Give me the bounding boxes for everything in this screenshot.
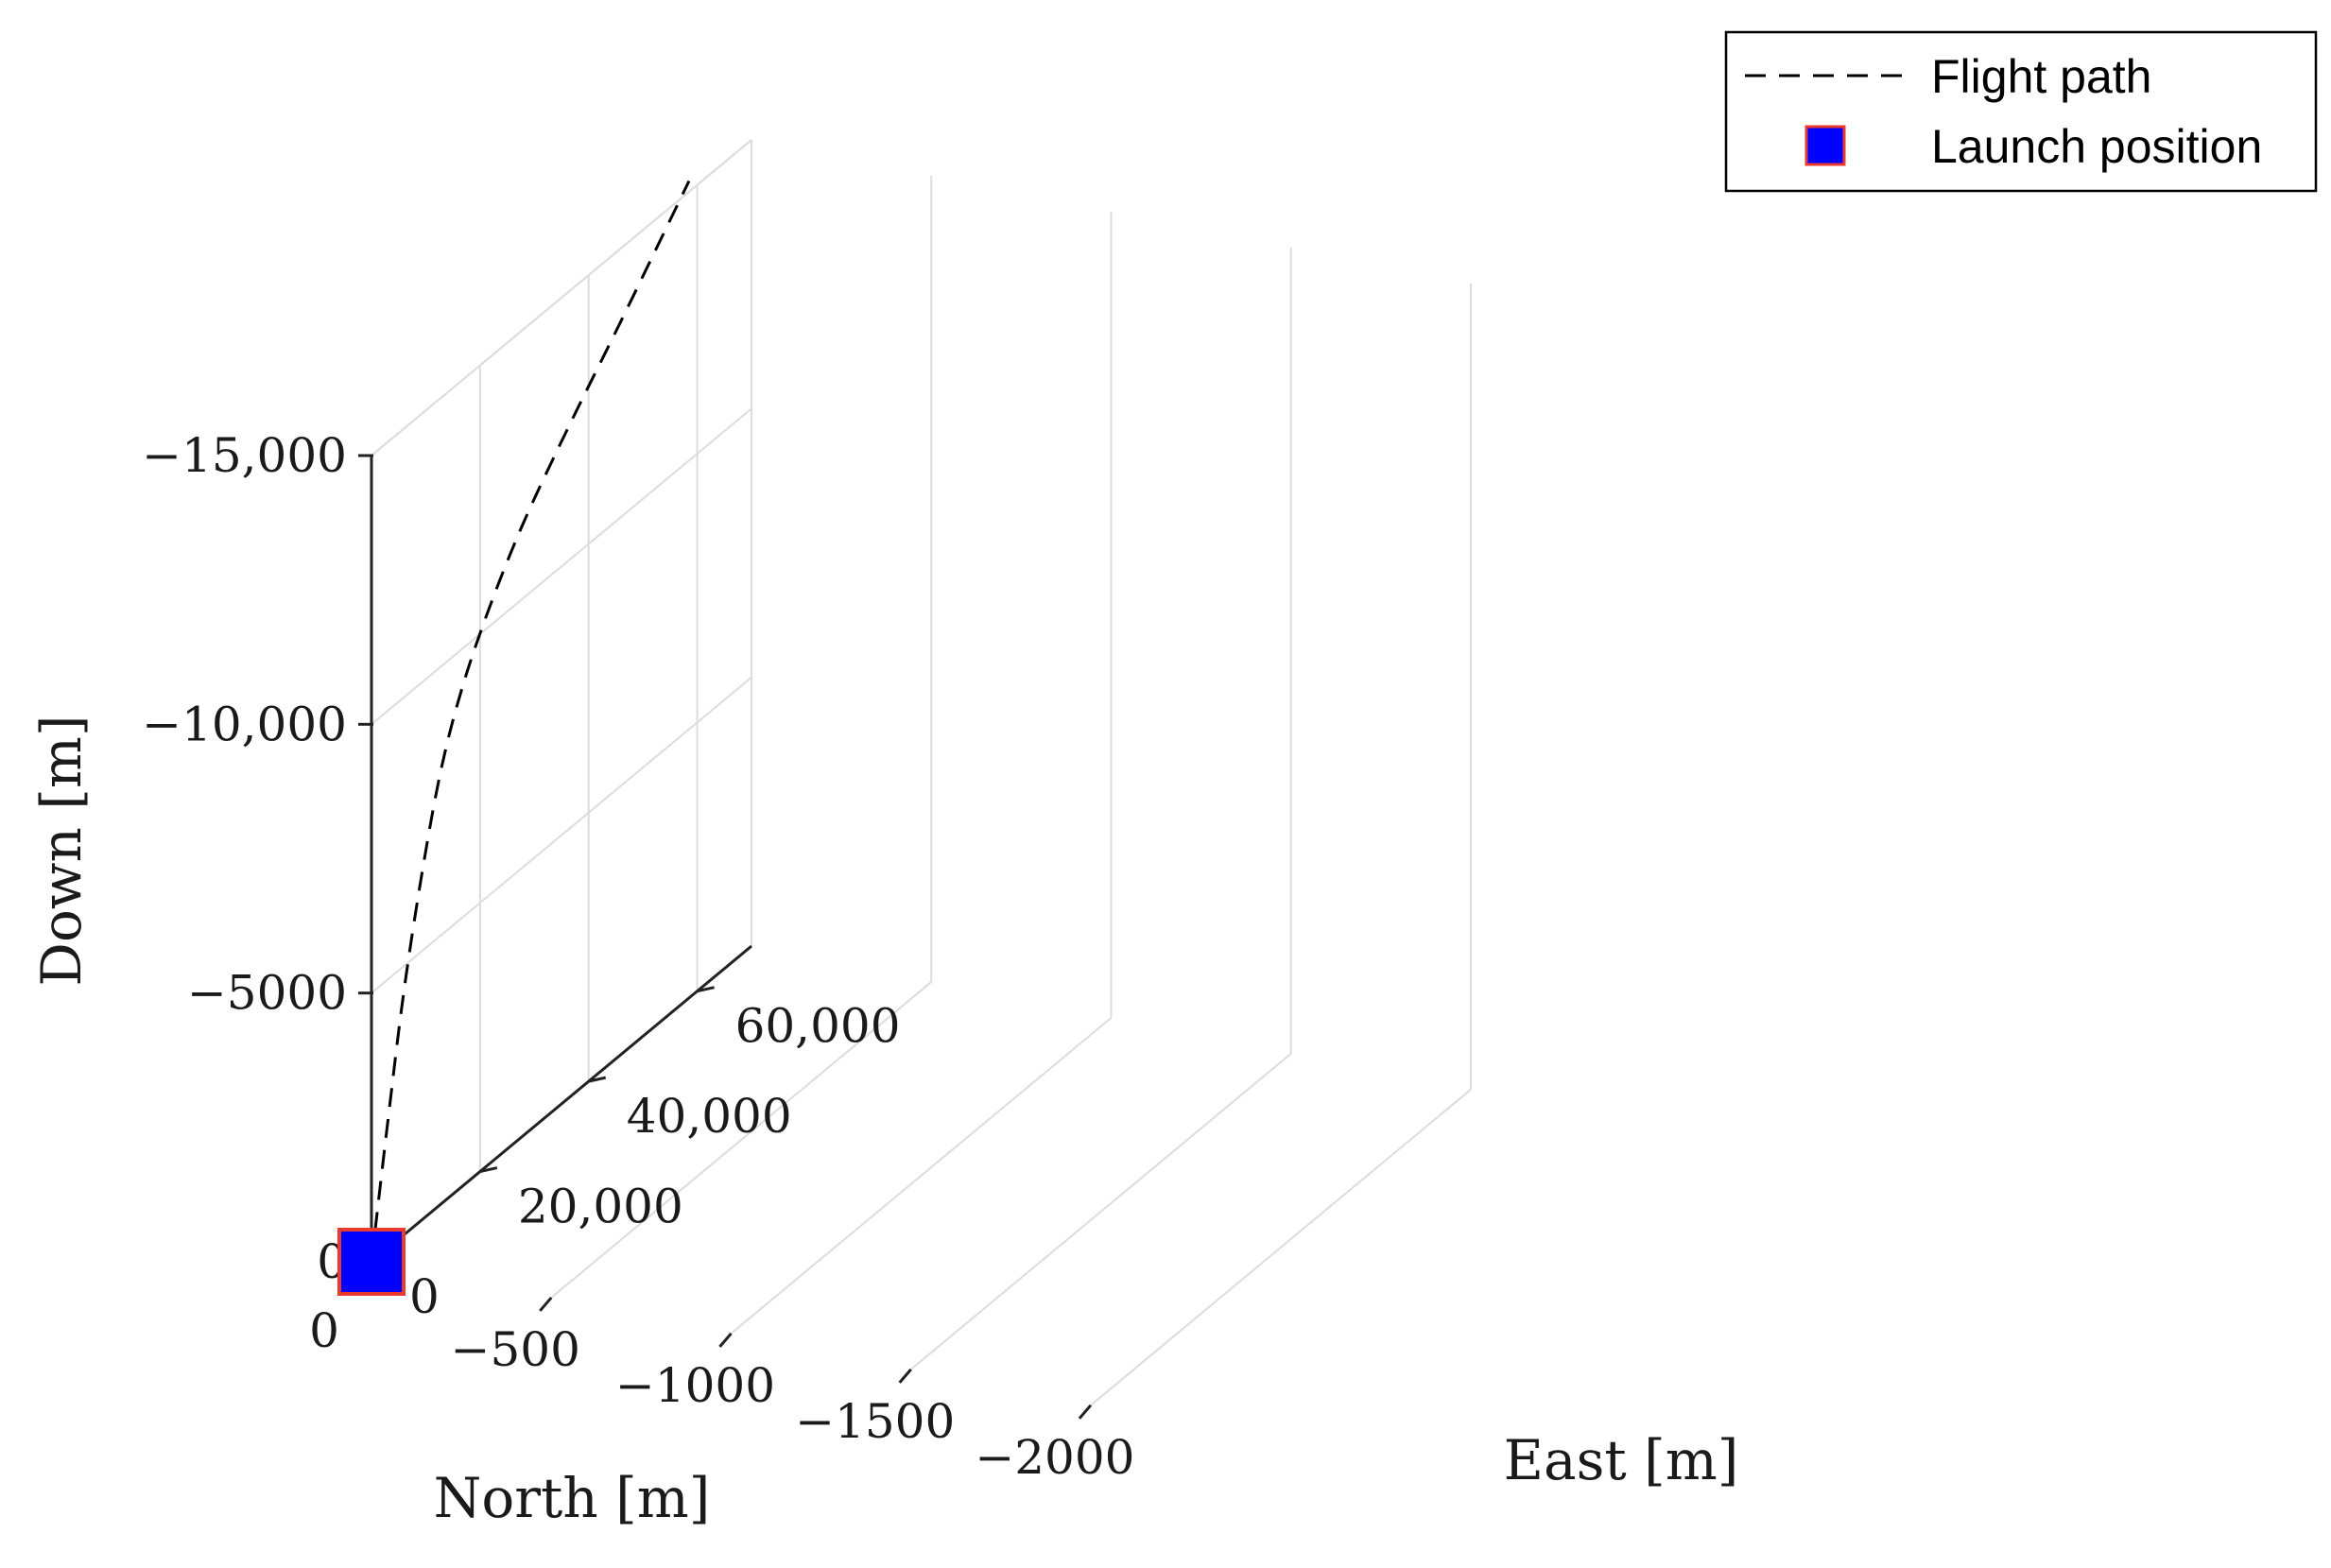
series-layer bbox=[337, 180, 691, 1296]
north-wall-gridline-down-2 bbox=[371, 407, 752, 726]
north-tick-3 bbox=[898, 1368, 912, 1384]
floor-gridline-north-2 bbox=[730, 1017, 1113, 1335]
north-wall-gridline-down-1 bbox=[371, 676, 752, 994]
floor-gridline-north-1 bbox=[550, 981, 932, 1299]
east-tick-label-2: 40,000 bbox=[627, 1089, 792, 1144]
east-tick-label-0: 0 bbox=[409, 1269, 440, 1324]
north-tick-label-1: −500 bbox=[451, 1322, 580, 1377]
north-tick-label-0: 0 bbox=[309, 1303, 339, 1358]
east-tick-3 bbox=[697, 986, 715, 993]
floor-gridline-north-4 bbox=[1090, 1089, 1472, 1406]
flight-path-line bbox=[370, 180, 691, 1263]
north-axis-title: North [m] bbox=[434, 1466, 711, 1530]
east-axis-title: East [m] bbox=[1504, 1428, 1739, 1492]
down-tick-label-2: −10,000 bbox=[142, 697, 347, 751]
north-tick-2 bbox=[718, 1332, 733, 1348]
legend-launch-position-swatch bbox=[1804, 125, 1846, 166]
east-tick-1 bbox=[479, 1166, 498, 1174]
east-tick-label-3: 60,000 bbox=[735, 999, 901, 1054]
north-tick-label-3: −1500 bbox=[795, 1394, 955, 1449]
north-tick-1 bbox=[539, 1296, 553, 1312]
east-tick-label-1: 20,000 bbox=[518, 1180, 683, 1234]
down-axis-title: Down [m] bbox=[29, 715, 94, 986]
launch-position-marker bbox=[337, 1228, 406, 1296]
north-tick-4 bbox=[1078, 1404, 1093, 1420]
legend: Flight path Launch position bbox=[1724, 30, 2318, 193]
legend-launch-position-label: Launch position bbox=[1931, 120, 2262, 173]
north-tick-label-2: −1000 bbox=[615, 1358, 775, 1413]
floor-gridline-north-3 bbox=[910, 1053, 1292, 1370]
east-tick-2 bbox=[588, 1076, 607, 1083]
down-tick-label-1: −5000 bbox=[187, 966, 347, 1021]
box-edge-top-east bbox=[371, 139, 752, 457]
down-tick-label-3: −15,000 bbox=[142, 428, 347, 483]
legend-flight-path-label: Flight path bbox=[1931, 50, 2151, 103]
north-tick-label-4: −2000 bbox=[975, 1430, 1134, 1485]
east-axis-line bbox=[371, 944, 752, 1264]
